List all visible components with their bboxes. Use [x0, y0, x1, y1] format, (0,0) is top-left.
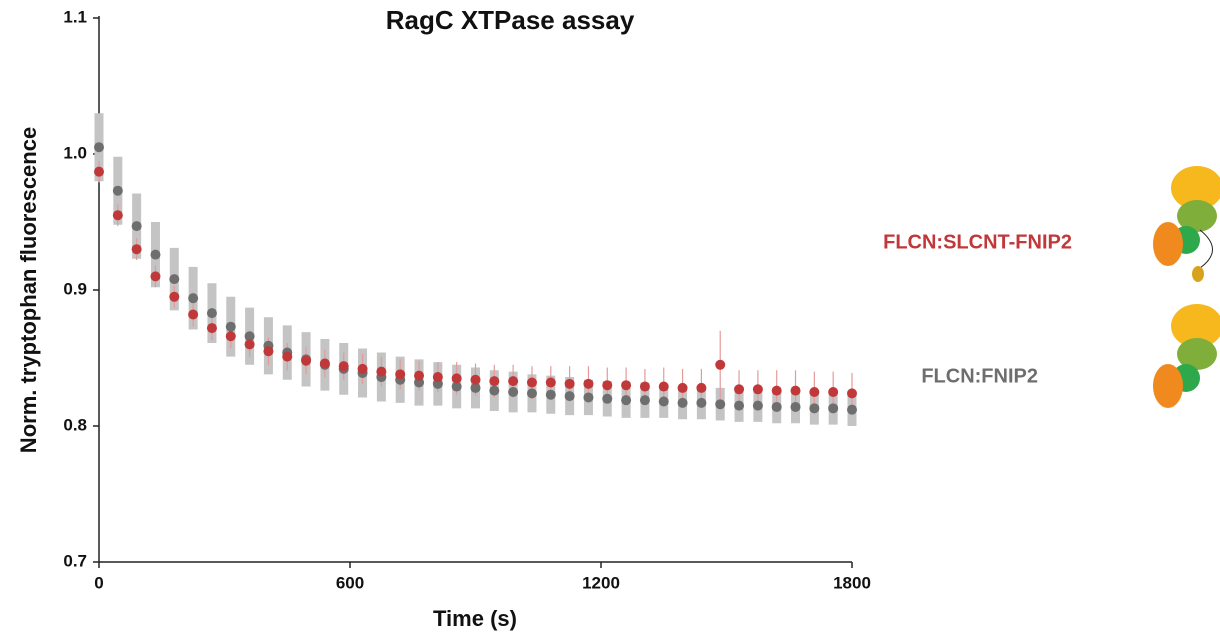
data-point — [188, 293, 199, 304]
complex-icon — [1153, 166, 1220, 282]
data-point — [432, 372, 443, 383]
data-point — [771, 401, 782, 412]
x-axis-label: Time (s) — [433, 606, 517, 631]
data-point — [244, 331, 255, 342]
data-point — [828, 387, 839, 397]
data-point — [734, 384, 745, 395]
data-point — [658, 396, 669, 407]
data-point — [206, 323, 217, 334]
data-point — [602, 393, 613, 404]
data-point — [451, 373, 462, 384]
data-point — [150, 249, 161, 260]
data-point — [470, 374, 481, 385]
data-point — [828, 403, 839, 414]
data-point — [696, 397, 707, 408]
data-point — [790, 401, 801, 412]
y-tick-label: 1.0 — [63, 143, 87, 162]
data-point — [414, 370, 425, 381]
data-point — [526, 388, 537, 399]
data-point — [583, 378, 594, 389]
data-point — [658, 381, 669, 392]
legend-label: FLCN:FNIP2 — [921, 365, 1038, 387]
data-point — [225, 331, 236, 342]
data-point — [282, 351, 293, 362]
data-point — [225, 321, 236, 332]
data-point — [715, 399, 726, 410]
x-tick-label: 1800 — [833, 573, 871, 592]
chart-title: RagC XTPase assay — [386, 5, 635, 35]
data-point — [244, 339, 255, 350]
data-point — [847, 404, 857, 415]
data-point — [564, 391, 575, 402]
data-point — [639, 395, 650, 406]
data-point — [790, 385, 801, 396]
data-point — [621, 380, 632, 391]
data-point — [131, 244, 142, 255]
data-point — [847, 388, 857, 399]
data-point — [809, 387, 820, 397]
data-point — [301, 355, 312, 366]
data-point — [470, 382, 481, 393]
data-point — [564, 378, 575, 389]
data-point — [489, 376, 500, 387]
data-point — [677, 382, 688, 393]
x-tick-label: 0 — [94, 573, 103, 592]
data-point — [508, 387, 519, 397]
data-point — [545, 389, 556, 400]
data-point — [94, 142, 104, 153]
data-point — [206, 308, 217, 319]
data-point — [639, 381, 650, 392]
data-point — [752, 400, 763, 411]
data-point — [696, 382, 707, 393]
complex-icon — [1153, 304, 1220, 408]
data-point — [734, 400, 745, 411]
data-point — [677, 397, 688, 408]
data-point — [112, 210, 123, 221]
data-point — [338, 361, 349, 372]
data-point — [526, 377, 537, 388]
data-point — [508, 376, 519, 387]
data-point — [545, 377, 556, 388]
data-point — [752, 384, 763, 395]
x-tick-label: 1200 — [582, 573, 620, 592]
data-point — [583, 392, 594, 403]
y-axis-label: Norm. tryptophan fluorescence — [16, 127, 41, 453]
data-point — [169, 274, 180, 285]
y-tick-label: 0.7 — [63, 551, 87, 570]
data-point — [621, 395, 632, 406]
data-point — [319, 358, 330, 369]
data-point — [131, 221, 142, 232]
data-point — [395, 369, 406, 380]
data-point — [169, 291, 180, 302]
data-point — [94, 166, 104, 177]
data-point — [376, 366, 387, 377]
y-tick-label: 0.8 — [63, 415, 87, 434]
x-tick-label: 600 — [336, 573, 364, 592]
data-point — [809, 403, 820, 414]
data-point — [715, 359, 726, 370]
data-point — [150, 271, 161, 282]
data-point — [489, 385, 500, 396]
y-tick-label: 1.1 — [63, 7, 87, 26]
data-point — [188, 309, 199, 320]
data-point — [771, 385, 782, 396]
data-point — [263, 346, 274, 357]
data-point — [602, 380, 613, 391]
data-point — [112, 185, 123, 196]
data-point — [451, 381, 462, 392]
data-point — [357, 363, 368, 374]
y-tick-label: 0.9 — [63, 279, 87, 298]
legend-label: FLCN:SLCNT-FNIP2 — [883, 231, 1072, 253]
